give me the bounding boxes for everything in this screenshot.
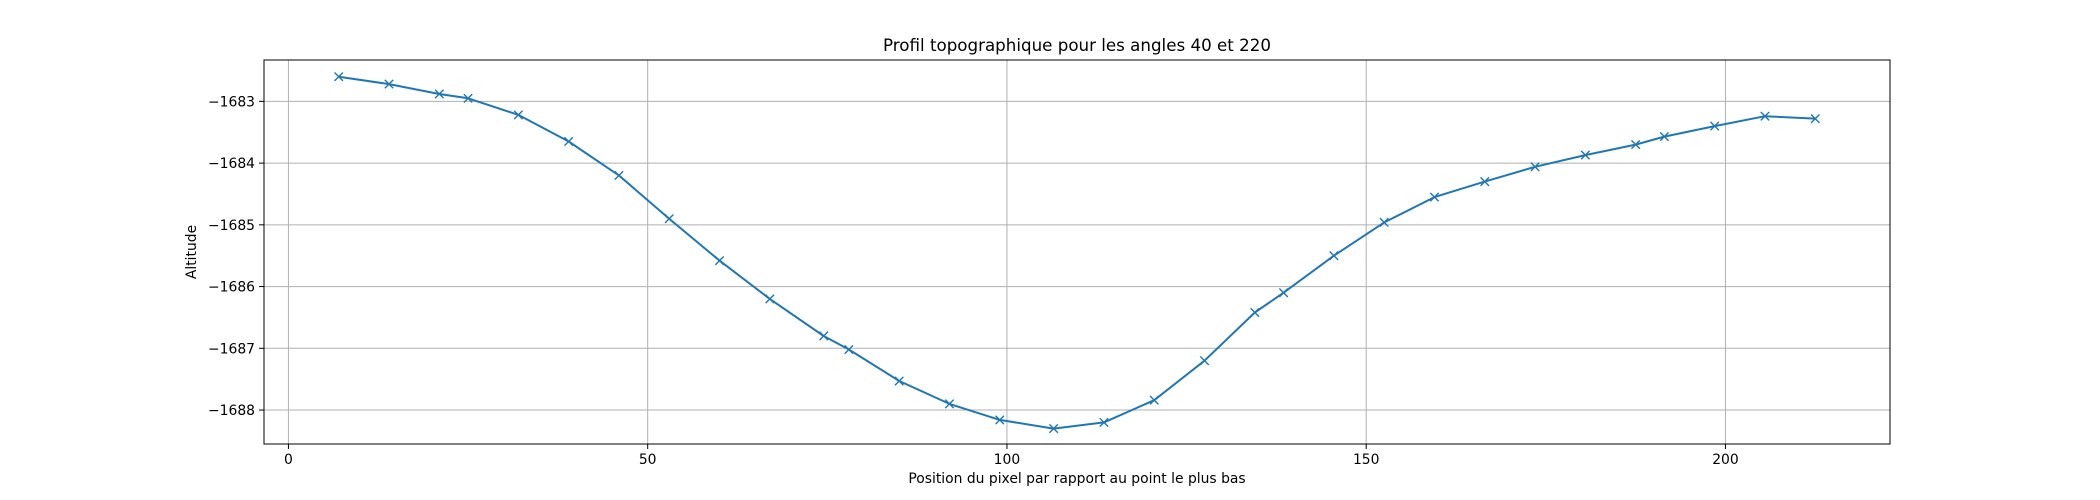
series-layer	[334, 71, 1820, 434]
data-point	[1048, 423, 1059, 434]
data-point	[463, 93, 473, 103]
data-point	[1329, 251, 1339, 261]
data-point	[1278, 288, 1289, 298]
data-point	[1149, 395, 1159, 405]
x-tick-label: 0	[284, 452, 293, 468]
data-point	[844, 344, 854, 355]
data-point	[944, 399, 955, 409]
data-point	[1630, 139, 1641, 150]
data-point	[664, 213, 674, 224]
y-axis-label: Altitude	[184, 225, 200, 279]
x-tick-label: 200	[1712, 452, 1739, 468]
y-tick-label: −1683	[208, 94, 255, 110]
x-tick-label: 150	[1353, 452, 1380, 468]
grid-lines	[264, 60, 1890, 444]
data-point	[1379, 217, 1389, 228]
data-point	[1099, 417, 1109, 428]
y-tick-label: −1684	[208, 156, 255, 172]
data-point	[714, 255, 725, 266]
y-tick-label: −1688	[208, 403, 255, 419]
data-point	[513, 110, 524, 120]
x-tick-label: 50	[639, 452, 657, 468]
data-point	[1480, 176, 1490, 187]
data-point	[384, 79, 394, 89]
data-point	[1659, 131, 1670, 142]
data-point	[1199, 355, 1210, 366]
axis-ticks: 0 50 100 150 200 −1688 −1687 −1686 −1685 −1684 −16…	[208, 94, 1739, 468]
data-point	[1580, 150, 1591, 160]
y-tick-label: −1685	[208, 218, 255, 234]
data-point	[334, 71, 344, 82]
x-axis-label: Position du pixel par rapport au point l…	[908, 471, 1245, 487]
series-line	[338, 75, 1816, 430]
data-point	[1709, 121, 1720, 131]
data-point	[894, 376, 904, 386]
data-point	[1760, 111, 1770, 121]
data-point	[1810, 113, 1820, 124]
plot-frame	[263, 59, 1891, 445]
data-point	[765, 294, 775, 304]
data-point	[1250, 307, 1260, 318]
y-tick-label: −1686	[208, 280, 255, 296]
data-point	[614, 170, 624, 181]
data-point	[1530, 162, 1540, 172]
x-tick-label: 100	[994, 452, 1021, 468]
data-point	[819, 331, 829, 341]
y-tick-label: −1687	[208, 341, 255, 357]
data-point	[995, 415, 1005, 425]
chart-title: Profil topographique pour les angles 40 …	[883, 35, 1271, 55]
data-point	[434, 89, 445, 99]
data-point	[1429, 192, 1440, 202]
data-point	[563, 136, 574, 147]
